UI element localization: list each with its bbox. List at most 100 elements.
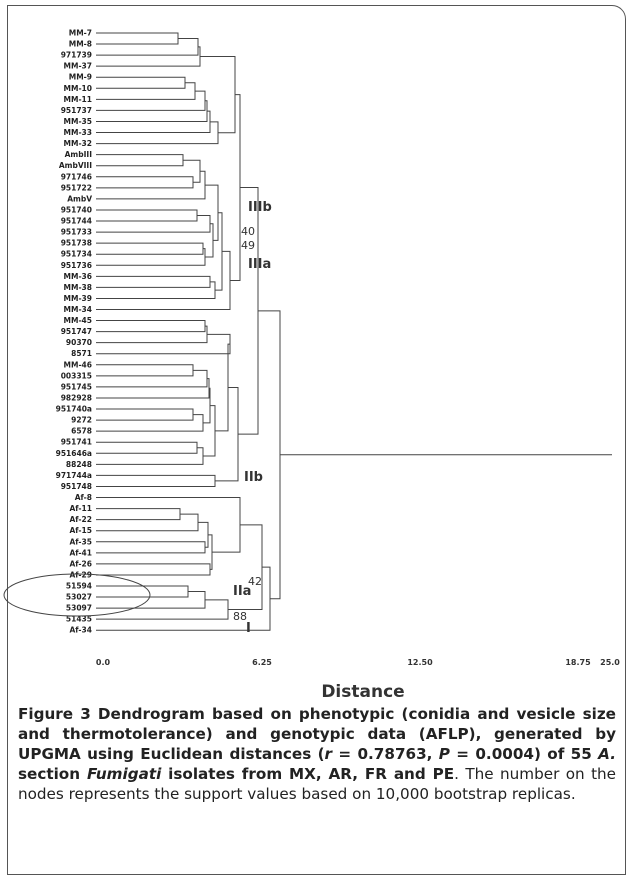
branch	[96, 154, 184, 167]
leaf-label: MM-39	[64, 294, 92, 303]
leaf-label: Af-22	[70, 515, 93, 524]
leaf-label: 6578	[71, 427, 92, 436]
leaf-label: 51435	[66, 615, 92, 624]
branch	[96, 170, 206, 200]
leaf-label: 982928	[61, 393, 92, 402]
leaf-label: MM-9	[69, 73, 92, 82]
branch	[96, 209, 198, 222]
leaf-label: 951722	[61, 183, 92, 192]
leaf-label: MM-36	[64, 272, 92, 281]
leaf-label: 951738	[61, 239, 92, 248]
support-value: 49	[241, 239, 255, 252]
branch	[215, 386, 239, 482]
figure-frame	[7, 5, 626, 875]
caption-text: r	[324, 745, 333, 763]
caption-text: = 0.78763,	[332, 745, 439, 763]
branch	[183, 159, 201, 183]
branch	[96, 275, 211, 288]
leaf-label: MM-38	[64, 283, 92, 292]
leaf-label: 951736	[61, 261, 92, 270]
leaf-label: 951745	[61, 382, 92, 391]
leaf-label: 951737	[61, 106, 92, 115]
axis-tick-label: 6.25	[252, 658, 272, 667]
leaf-label: Af-34	[70, 626, 93, 635]
branch	[96, 281, 216, 299]
leaf-label: AmbVIII	[59, 161, 92, 170]
leaf-label: MM-35	[64, 117, 92, 126]
clade-label: IIb	[244, 470, 263, 485]
branch	[96, 408, 194, 421]
leaf-label: Af-29	[70, 570, 93, 579]
leaf-label: 951740a	[56, 405, 92, 414]
caption-text: Fumigati	[86, 765, 162, 783]
leaf-label: AmbIII	[65, 150, 93, 159]
branch	[96, 599, 229, 620]
leaf-label: MM-32	[64, 139, 92, 148]
branch	[96, 563, 211, 576]
leaf-label: 951744	[61, 217, 92, 226]
branch	[96, 364, 194, 377]
leaf-label: 51594	[66, 582, 92, 591]
branch	[96, 100, 208, 122]
axis-tick-label: 25.0	[600, 658, 620, 667]
support-value: 42	[248, 575, 262, 588]
leaf-label: 951741	[61, 438, 92, 447]
leaf-label: MM-10	[64, 84, 92, 93]
clade-label: IIIb	[248, 200, 272, 215]
branch	[96, 441, 198, 454]
leaf-label: Af-26	[70, 559, 93, 568]
leaf-label: MM-46	[64, 360, 92, 369]
leaf-label: 951740	[61, 205, 92, 214]
axis-tick-label: 18.75	[565, 658, 591, 667]
leaf-label: 951747	[61, 327, 92, 336]
caption-text: A.	[598, 745, 616, 763]
leaf-label: Af-41	[70, 548, 93, 557]
branch	[96, 32, 179, 45]
branch	[96, 242, 204, 255]
leaf-label: MM-33	[64, 128, 92, 137]
leaf-label: 53097	[66, 604, 92, 613]
leaf-label: MM-37	[64, 62, 92, 71]
leaf-label: 8571	[71, 349, 92, 358]
branch	[96, 214, 211, 233]
leaf-label: MM-8	[69, 40, 92, 49]
caption-text: P	[438, 745, 450, 763]
branch	[96, 414, 204, 432]
branch	[96, 90, 206, 111]
leaf-label: 971739	[61, 51, 92, 60]
leaf-label: Af-11	[70, 504, 93, 513]
caption-text: isolates from MX, AR, FR and PE	[161, 765, 455, 783]
branch	[96, 497, 241, 553]
leaf-label: 951748	[61, 482, 92, 491]
leaf-label: 971746	[61, 172, 92, 181]
branch	[96, 513, 199, 532]
branch	[96, 585, 189, 598]
leaf-label: 53027	[66, 593, 92, 602]
caption: Figure 3 Dendrogram based on phenotypic …	[18, 704, 616, 804]
leaf-label: 90370	[66, 338, 92, 347]
leaf-label: 951734	[61, 250, 92, 259]
branch	[96, 46, 201, 67]
branch	[96, 508, 181, 521]
leaf-label: 951646a	[56, 449, 92, 458]
leaf-label: 951733	[61, 228, 92, 237]
branch	[96, 333, 231, 355]
branch	[96, 76, 186, 89]
branch	[205, 223, 214, 258]
branch	[96, 447, 204, 465]
branch	[203, 405, 216, 457]
branch	[96, 378, 210, 399]
dendrogram: Distance MM-7 MM-8 971739 MM-37 MM-9 MM-10 MM-…	[3, 29, 620, 700]
clade-label: IIIa	[248, 257, 271, 272]
leaf-label: 88248	[66, 460, 92, 469]
caption-text: = 0.0004) of 55	[449, 745, 599, 763]
leaf-label: Af-35	[70, 537, 93, 546]
branch	[198, 521, 209, 548]
leaf-label: Af-8	[75, 493, 92, 502]
leaf-label: MM-34	[64, 305, 92, 314]
leaf-label: MM-11	[64, 95, 92, 104]
branch	[96, 82, 196, 100]
caption-text: section	[18, 765, 87, 783]
leaf-label: 971744a	[56, 471, 92, 480]
